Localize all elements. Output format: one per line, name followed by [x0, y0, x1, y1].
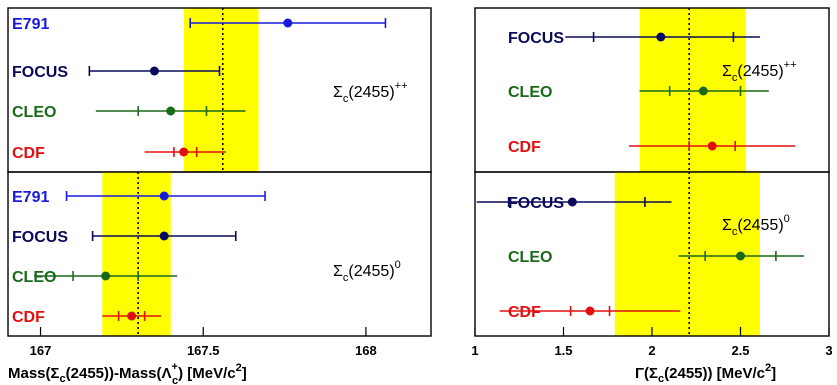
experiment-label: CDF — [508, 139, 541, 156]
panel-mass-top: E791 FOCUS CLEO CDF Σc(2455)++ — [7, 7, 432, 173]
measurement-point — [179, 147, 189, 157]
particle-annotation: Σc(2455)++ — [722, 59, 797, 84]
text-part: (2455) — [737, 217, 783, 234]
particle-annotation: Σc(2455)0 — [333, 259, 401, 284]
text-part: (2455) — [737, 63, 783, 80]
measurement-point — [707, 141, 717, 151]
average-band — [614, 172, 760, 336]
text-part: ++ — [395, 80, 408, 92]
text-part: 2 — [765, 362, 771, 374]
measurement-point — [127, 311, 137, 321]
text-part: ] — [242, 365, 247, 382]
experiment-label: FOCUS — [12, 64, 68, 81]
text-part: c — [658, 373, 664, 385]
text-part: Γ(Σ — [635, 365, 658, 382]
text-part: + — [172, 361, 178, 373]
experiment-label: CDF — [508, 304, 541, 321]
experiment-label: FOCUS — [12, 229, 68, 246]
x-tick-label: 167 — [30, 343, 52, 358]
text-part: (2455)) [MeV/c — [664, 365, 765, 382]
text-part: c — [60, 373, 66, 385]
x-tick-label: 2 — [648, 343, 655, 358]
text-part: ] — [771, 365, 776, 382]
x-tick-label: 3 — [825, 343, 832, 358]
experiment-label: E791 — [12, 16, 49, 33]
text-part: Σ — [722, 217, 732, 234]
measurement-point — [283, 18, 293, 28]
text-part: Mass(Σ — [8, 365, 60, 382]
measurement-point — [585, 306, 595, 316]
text-part: 0 — [784, 213, 790, 225]
experiment-label: CDF — [12, 309, 45, 326]
text-part: ++ — [784, 59, 797, 71]
average-band — [183, 8, 259, 172]
text-part: c — [172, 375, 178, 385]
average-band — [102, 172, 171, 336]
x-tick-label: 1.5 — [554, 343, 572, 358]
measurement-point — [656, 32, 666, 42]
particle-annotation: Σc(2455)++ — [333, 80, 408, 105]
panel-frame — [7, 171, 432, 337]
text-part: 2 — [236, 362, 242, 374]
panel-width-top: FOCUS CLEO CDF Σc(2455)++ — [474, 7, 830, 173]
text-part: c — [343, 93, 349, 105]
experiment-label: CLEO — [12, 104, 56, 121]
experiment-label: CLEO — [508, 249, 552, 266]
experiment-label: CLEO — [12, 269, 56, 286]
experiment-label: CLEO — [508, 84, 552, 101]
text-part: Σ — [722, 63, 732, 80]
text-part: Σ — [333, 84, 343, 101]
experiment-label: CDF — [12, 145, 45, 162]
x-axis-label: Mass(Σc(2455))-Mass(Λ+ c) [MeV/c2] — [8, 361, 247, 385]
measurement-point — [159, 231, 169, 241]
x-tick-label: 168 — [355, 343, 377, 358]
x-tick-label: 2.5 — [731, 343, 749, 358]
text-part: ) [MeV/c — [178, 365, 236, 382]
particle-annotation: Σc(2455)0 — [722, 213, 790, 238]
measurement-point — [166, 106, 176, 116]
text-part: (2455))-Mass(Λ — [66, 365, 172, 382]
experiment-label: E791 — [12, 189, 49, 206]
x-tick-label: 167.5 — [187, 343, 220, 358]
measurement-point — [736, 251, 745, 261]
average-band — [639, 8, 746, 172]
text-part: 0 — [395, 259, 401, 271]
measurement-point — [159, 191, 169, 201]
measurement-point — [101, 271, 111, 281]
measurement-point — [567, 197, 577, 207]
text-part: Σ — [333, 263, 343, 280]
experiment-label: FOCUS — [508, 30, 564, 47]
text-part: c — [343, 272, 349, 284]
text-part: (2455) — [348, 84, 394, 101]
text-part: c — [732, 226, 738, 238]
text-part: c — [732, 72, 738, 84]
text-part: (2455) — [348, 263, 394, 280]
measurement-point — [149, 66, 159, 76]
experiment-label: FOCUS — [508, 195, 564, 212]
x-tick-label: 1 — [471, 343, 478, 358]
measurement-point — [698, 86, 708, 96]
x-axis-label: Γ(Σc(2455)) [MeV/c2] — [635, 362, 776, 385]
